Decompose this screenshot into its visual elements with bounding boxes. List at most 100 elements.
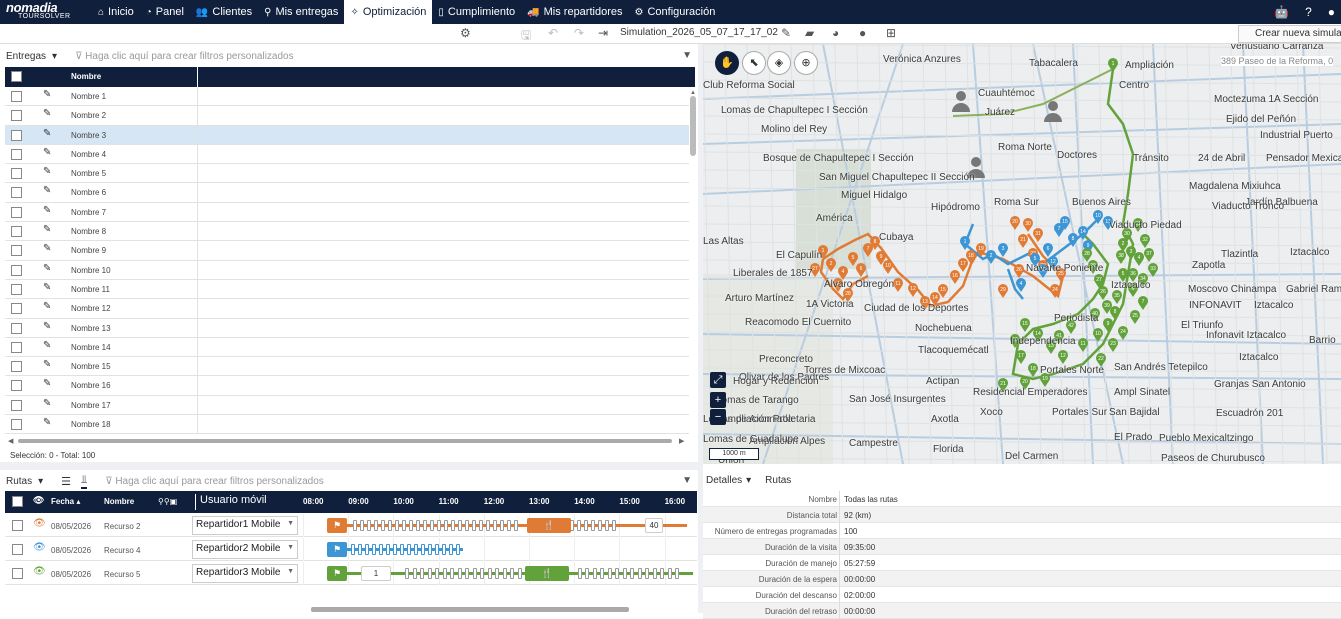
- select-all-checkbox[interactable]: [11, 71, 22, 82]
- stop-marker[interactable]: [372, 544, 376, 555]
- delivery-pin[interactable]: 16: [1010, 334, 1020, 348]
- delivery-pin[interactable]: 41: [1054, 330, 1064, 344]
- delivery-pin[interactable]: 3: [1126, 245, 1136, 260]
- zoom-in-button[interactable]: +: [710, 392, 726, 408]
- lunch-break-icon[interactable]: 🍴: [525, 566, 569, 581]
- delivery-pin[interactable]: 20: [1010, 215, 1020, 230]
- edit-pencil-icon[interactable]: ✎: [43, 339, 52, 351]
- start-flag-icon[interactable]: ⚑: [327, 518, 347, 533]
- delivery-pin[interactable]: 17: [1016, 350, 1026, 364]
- delivery-pin[interactable]: 8: [870, 235, 880, 250]
- stop-marker[interactable]: [577, 568, 582, 579]
- delivery-pin[interactable]: 5: [1030, 253, 1040, 267]
- scroll-right-icon[interactable]: ▶: [679, 438, 685, 445]
- map-canvas[interactable]: 1234567891011121314151617181920212223242…: [703, 44, 1341, 464]
- delivery-pin[interactable]: 2: [1118, 238, 1128, 252]
- depot-person-icon[interactable]: [967, 157, 985, 178]
- delivery-pin[interactable]: 9: [876, 250, 886, 265]
- stop-marker[interactable]: [386, 544, 390, 555]
- zoom-area-tool[interactable]: ⊕: [794, 51, 818, 75]
- edit-pencil-icon[interactable]: ✎: [43, 301, 52, 313]
- stop-marker[interactable]: [388, 520, 392, 531]
- edit-pencil-icon[interactable]: ✎: [43, 397, 52, 409]
- delivery-pin[interactable]: 13: [1046, 340, 1056, 354]
- table-row[interactable]: ✎ Nombre 13: [5, 318, 689, 338]
- stop-marker[interactable]: [480, 568, 484, 579]
- nav-item-cumplimiento[interactable]: ▯ Cumplimiento: [432, 0, 521, 24]
- nav-item-mis-entregas[interactable]: ⚲ Mis entregas: [258, 0, 344, 24]
- row-checkbox[interactable]: [11, 380, 22, 392]
- stop-marker[interactable]: [430, 520, 434, 531]
- stop-marker[interactable]: [437, 520, 441, 531]
- delivery-pin[interactable]: 18: [966, 249, 976, 264]
- stop-marker[interactable]: [381, 520, 385, 531]
- column-nombre[interactable]: Nombre: [71, 72, 102, 81]
- stop-marker[interactable]: [514, 520, 518, 531]
- delivery-pin[interactable]: 28: [1082, 248, 1092, 262]
- robot-icon[interactable]: 🤖: [1274, 5, 1290, 19]
- edit-pencil-icon[interactable]: ✎: [43, 224, 52, 236]
- table-row[interactable]: ✎ Nombre 12: [5, 299, 689, 319]
- delivery-pin[interactable]: 1: [818, 245, 828, 259]
- redo-icon[interactable]: ↷: [574, 26, 585, 40]
- row-checkbox[interactable]: [11, 187, 22, 199]
- delivery-pin[interactable]: 7: [1138, 296, 1148, 310]
- stop-marker[interactable]: [395, 520, 399, 531]
- stop-marker[interactable]: [367, 520, 371, 531]
- stop-marker[interactable]: [592, 568, 597, 579]
- delivery-pin[interactable]: 25: [1130, 310, 1140, 324]
- delivery-pin[interactable]: 4: [838, 266, 848, 280]
- settings-gear-icon[interactable]: ⚙: [460, 26, 471, 40]
- route-timeline[interactable]: ⚑: [303, 538, 693, 561]
- delivery-pin[interactable]: 12: [908, 283, 918, 297]
- start-flag-icon[interactable]: ⚑: [327, 566, 347, 581]
- delivery-pin[interactable]: 19: [976, 243, 986, 257]
- delivery-pin[interactable]: 29: [998, 284, 1008, 298]
- delivery-pin[interactable]: 15: [1060, 216, 1070, 230]
- mobile-user-select[interactable]: Repartidor2 Mobile ▼: [192, 540, 298, 559]
- row-checkbox[interactable]: [11, 264, 22, 276]
- deliveries-vertical-scrollbar[interactable]: [690, 96, 696, 156]
- stop-marker[interactable]: [421, 544, 425, 555]
- table-row[interactable]: ✎ Nombre 8: [5, 222, 689, 242]
- tab-rutas[interactable]: Rutas: [765, 474, 792, 486]
- save-icon[interactable]: 🖫: [521, 28, 532, 42]
- mobile-user-select[interactable]: Repartidor1 Mobile ▼: [192, 516, 298, 535]
- stop-marker[interactable]: [400, 544, 404, 555]
- stop-marker[interactable]: [456, 544, 460, 555]
- delivery-pin[interactable]: 6: [856, 263, 866, 277]
- stop-marker[interactable]: [360, 520, 364, 531]
- user-icon[interactable]: ●: [1327, 5, 1335, 19]
- delivery-pin[interactable]: 2: [986, 249, 996, 264]
- stop-marker[interactable]: [598, 520, 602, 531]
- stop-marker[interactable]: [358, 544, 362, 555]
- delivery-pin[interactable]: 5: [1118, 268, 1128, 282]
- stop-marker[interactable]: [351, 544, 355, 555]
- mobile-user-select[interactable]: Repartidor3 Mobile ▼: [192, 564, 298, 583]
- delivery-pin[interactable]: 12: [1048, 255, 1058, 270]
- delivery-pin[interactable]: 1: [960, 235, 970, 250]
- route-timeline[interactable]: ⚑ 1 🍴: [303, 562, 693, 585]
- table-row[interactable]: ✎ Nombre 14: [5, 337, 689, 358]
- stop-marker[interactable]: [414, 544, 418, 555]
- delivery-pin[interactable]: 32: [1140, 234, 1150, 248]
- stop-marker[interactable]: [493, 520, 497, 531]
- stop-marker[interactable]: [500, 520, 504, 531]
- route-row[interactable]: 👁 08/05/2026 Recurso 4 Repartidor2 Mobile ▼ ⚑: [5, 538, 697, 561]
- column-usuario-movil[interactable]: Usuario móvil: [195, 494, 267, 510]
- stop-marker[interactable]: [660, 568, 664, 579]
- delivery-pin[interactable]: 24: [1118, 326, 1128, 340]
- stop-marker[interactable]: [585, 568, 589, 579]
- edit-pencil-icon[interactable]: ✎: [43, 127, 52, 139]
- stop-marker[interactable]: [412, 568, 417, 579]
- routes-map[interactable]: 1234567891011121314151617181920212223242…: [703, 44, 1341, 464]
- nav-item-optimización[interactable]: ✧ Optimización: [344, 0, 433, 24]
- row-checkbox[interactable]: [11, 245, 22, 257]
- table-row[interactable]: ✎ Nombre 6: [5, 183, 689, 203]
- delivery-pin[interactable]: 1: [1108, 57, 1118, 72]
- stop-marker[interactable]: [502, 568, 507, 579]
- edit-pencil-icon[interactable]: ✎: [43, 359, 52, 371]
- delivery-pin[interactable]: 35: [1112, 290, 1122, 304]
- start-flag-icon[interactable]: ⚑: [327, 542, 347, 557]
- stop-marker[interactable]: [442, 544, 446, 555]
